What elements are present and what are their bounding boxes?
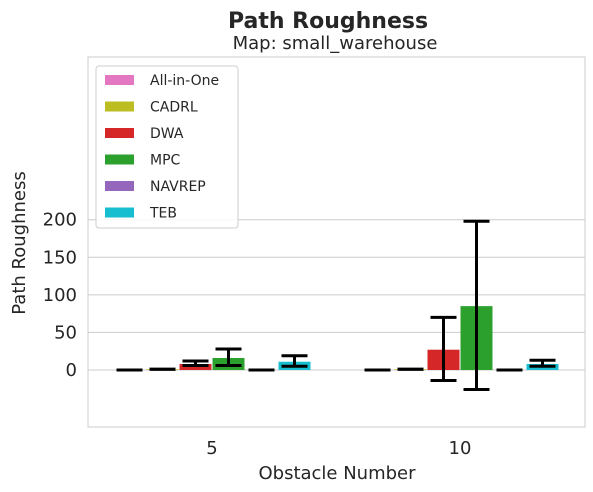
- x-tick-labels: 5 10: [206, 438, 471, 459]
- legend-swatch: [105, 75, 134, 85]
- legend-swatch: [105, 101, 134, 112]
- x-axis-label: Obstacle Number: [258, 463, 416, 484]
- legend-box: [95, 65, 239, 229]
- bar: [179, 363, 212, 370]
- error-bars: [116, 219, 556, 392]
- legend-label: CADRL: [150, 100, 198, 116]
- chart-title: Path Roughness: [228, 9, 428, 34]
- y-axis-label: Path Roughness: [9, 171, 30, 314]
- y-tick-label: 200: [43, 210, 77, 231]
- x-tick-label: 10: [449, 438, 472, 459]
- legend-swatch: [105, 181, 134, 191]
- y-tick-label: 50: [54, 322, 77, 343]
- legend-label: DWA: [150, 126, 184, 142]
- x-tick-label: 5: [206, 438, 217, 459]
- legend-label: MPC: [150, 153, 181, 169]
- legend: All-in-One CADRL DWA MPC NAVREP TEB: [95, 65, 239, 229]
- legend-swatch: [105, 128, 134, 138]
- y-tick-label: 0: [66, 360, 77, 381]
- legend-swatch: [105, 154, 134, 165]
- y-tick-label: 100: [43, 285, 77, 306]
- legend-swatch: [105, 207, 134, 218]
- legend-label: NAVREP: [150, 179, 206, 195]
- chart-subtitle: Map: small_warehouse: [233, 33, 438, 54]
- y-tick-labels: 0 50 100 150 200: [43, 210, 77, 381]
- legend-label: All-in-One: [150, 73, 219, 89]
- y-tick-label: 150: [43, 247, 77, 268]
- legend-label: TEB: [149, 206, 177, 222]
